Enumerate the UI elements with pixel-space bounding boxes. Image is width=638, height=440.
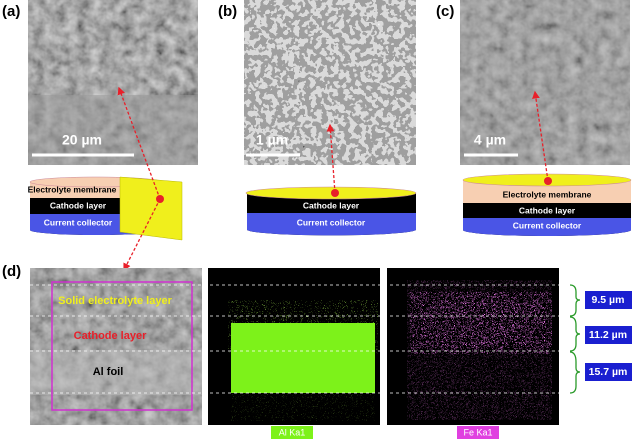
- panel-label: (d): [2, 263, 21, 280]
- sem-texture: [244, 0, 416, 165]
- map-label: Al Ka1: [279, 427, 306, 437]
- map-label-box: [271, 426, 313, 439]
- layer-guides: [30, 284, 570, 394]
- eds-dots: [231, 393, 375, 421]
- scale-label: 20 µm: [62, 132, 102, 148]
- layer-label: Solid electrolyte layer: [58, 295, 172, 307]
- layer-label: Electrolyte membrane: [503, 189, 592, 199]
- map-label-box: [457, 426, 499, 439]
- sem-layer: [28, 95, 198, 165]
- analysis-box: [51, 281, 193, 411]
- layer-label: Cathode layer: [74, 330, 147, 342]
- scale-label: 4 µm: [474, 132, 506, 148]
- brace: [569, 284, 581, 394]
- layer-label: Current collector: [44, 217, 113, 227]
- eds-dots: [420, 300, 545, 346]
- layer-label: Cathode layer: [50, 200, 107, 210]
- layer-electrolyte: [463, 180, 631, 203]
- layer-label: Cathode layer: [519, 205, 576, 215]
- sem-layer: [30, 350, 202, 395]
- panel-label: (a): [2, 3, 20, 20]
- thickness-label: 11.2 µm: [589, 329, 627, 341]
- thickness-box: [585, 326, 632, 344]
- layer-label: Electrolyte membrane: [28, 184, 117, 194]
- eds-al-foil: [231, 323, 375, 393]
- thickness-label: 15.7 µm: [589, 366, 628, 378]
- thickness-box: [585, 291, 632, 309]
- thickness-label: 9.5 µm: [592, 294, 625, 306]
- arrow: [326, 123, 336, 194]
- scale-label: 1 µm: [256, 132, 288, 148]
- panel-label: (b): [218, 3, 237, 20]
- layer-label: Cathode layer: [303, 200, 360, 210]
- layer-label: Al foil: [93, 366, 124, 378]
- map-label: Fe Ka1: [463, 427, 492, 437]
- sem-texture: [30, 268, 202, 425]
- layer-collector: [463, 218, 631, 236]
- panel-label: (c): [436, 3, 454, 20]
- peeled-membrane: [119, 176, 183, 241]
- layer-label: Current collector: [297, 217, 366, 227]
- layer-collector: [247, 213, 416, 236]
- layer-label: Current collector: [513, 220, 582, 230]
- arrow: [123, 198, 161, 272]
- thickness-box: [585, 363, 632, 381]
- sem-texture: [460, 0, 630, 165]
